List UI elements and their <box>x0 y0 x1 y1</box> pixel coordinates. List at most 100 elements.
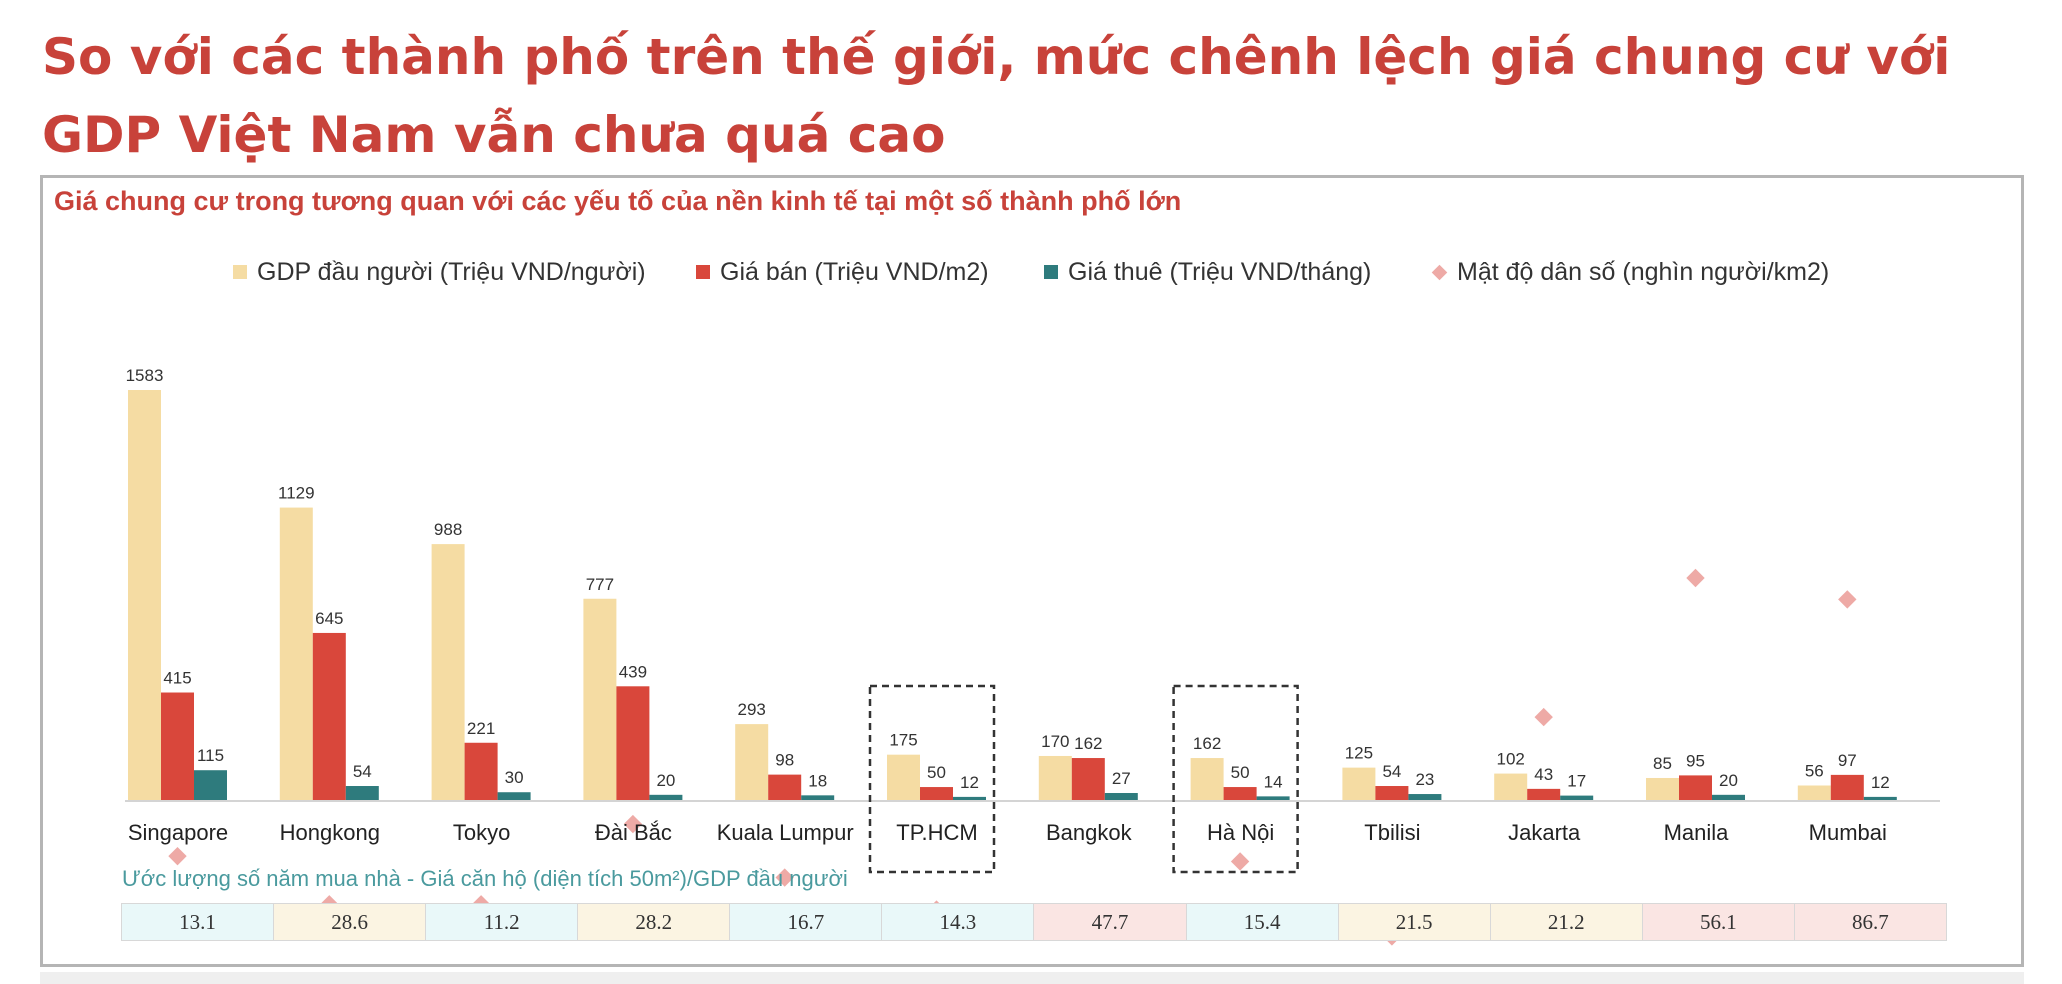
years-to-buy-table: 13.1 28.6 11.2 28.2 16.7 14.3 47.7 15.4 21.5 21.2… <box>121 903 1947 941</box>
data-label-gdp-jakarta: 102 <box>1497 750 1525 769</box>
bar-sale-price-tbilisi <box>1375 786 1409 800</box>
bar-rent-price-dai-bac <box>649 794 683 800</box>
highlight-box-tp-hcm <box>868 684 996 874</box>
x-tick-label-bangkok: Bangkok <box>1046 820 1133 845</box>
bar-gdp-kuala-lumpur <box>735 724 769 800</box>
data-label-rent-price-bangkok: 27 <box>1112 769 1131 788</box>
density-marker-dai-bac <box>623 814 643 834</box>
data-label-gdp-ha-noi: 162 <box>1193 734 1221 753</box>
bar-sale-price-tp-hcm <box>920 787 953 800</box>
x-tick-label-tbilisi: Tbilisi <box>1364 820 1420 845</box>
legend-item-sale-price: Giá bán (Triệu VND/m2) <box>696 255 989 289</box>
x-tick-label-dai-bac: Đài Bắc <box>595 820 672 845</box>
data-label-gdp-tp-hcm: 175 <box>889 731 917 750</box>
data-label-sale-price-jakarta: 43 <box>1534 765 1553 784</box>
data-label-sale-price-tp-hcm: 50 <box>927 763 946 782</box>
data-label-rent-price-hongkong: 54 <box>353 762 372 781</box>
chart-frame <box>40 175 2024 967</box>
bar-gdp-ha-noi <box>1190 758 1224 800</box>
bar-gdp-manila <box>1646 777 1679 800</box>
x-tick-label-ha-noi: Hà Nội <box>1207 820 1274 845</box>
bar-rent-price-tbilisi <box>1408 794 1442 800</box>
data-label-rent-price-tbilisi: 23 <box>1415 770 1434 789</box>
years-cell-mumbai: 86.7 <box>1794 904 1946 940</box>
density-marker-mumbai <box>1838 590 1857 609</box>
years-cell-tbilisi: 21.5 <box>1338 904 1491 940</box>
data-label-gdp-manila: 85 <box>1653 754 1672 773</box>
bottom-strip <box>40 972 2024 984</box>
years-cell-kuala-lumpur: 16.7 <box>730 904 883 940</box>
legend-item-density: Mật độ dân số (nghìn người/km2) <box>1431 255 1830 289</box>
bar-gdp-tbilisi <box>1342 767 1376 800</box>
chart-legend: GDP đầu người (Triệu VND/người) Giá bán … <box>0 255 2062 289</box>
data-label-gdp-dai-bac: 777 <box>586 575 614 594</box>
density-marker-ha-noi <box>1230 852 1250 871</box>
bar-sale-price-mumbai <box>1830 774 1864 800</box>
data-label-gdp-bangkok: 170 <box>1041 732 1069 751</box>
data-label-rent-price-kuala-lumpur: 18 <box>808 771 827 790</box>
bar-rent-price-singapore <box>194 770 227 800</box>
data-label-gdp-singapore: 1583 <box>126 366 164 385</box>
bar-gdp-bangkok <box>1038 755 1072 800</box>
x-tick-label-tokyo: Tokyo <box>453 820 510 845</box>
years-cell-jakarta: 21.2 <box>1490 904 1643 940</box>
data-label-gdp-tokyo: 988 <box>434 520 462 539</box>
data-label-gdp-hongkong: 1129 <box>278 484 315 503</box>
bar-gdp-singapore <box>128 390 161 800</box>
legend-item-gdp: GDP đầu người (Triệu VND/người) <box>233 255 646 289</box>
data-label-gdp-kuala-lumpur: 293 <box>738 700 766 719</box>
data-label-rent-price-dai-bac: 20 <box>656 771 675 790</box>
bar-sale-price-hongkong <box>312 632 346 800</box>
years-cell-tp-hcm: 14.3 <box>882 904 1035 940</box>
density-marker-singapore <box>168 846 187 866</box>
bar-rent-price-tokyo <box>497 792 531 800</box>
x-tick-label-jakarta: Jakarta <box>1508 820 1581 845</box>
data-label-sale-price-mumbai: 97 <box>1838 751 1857 770</box>
years-cell-dai-bac: 28.2 <box>578 904 731 940</box>
data-label-sale-price-tokyo: 221 <box>467 719 495 738</box>
data-label-rent-price-tp-hcm: 12 <box>960 773 979 792</box>
bar-sale-price-jakarta <box>1527 788 1561 800</box>
data-label-sale-price-tbilisi: 54 <box>1382 762 1401 781</box>
bar-sale-price-kuala-lumpur <box>768 774 802 800</box>
bar-rent-price-manila <box>1712 794 1745 800</box>
data-label-rent-price-jakarta: 17 <box>1567 772 1586 791</box>
years-cell-manila: 56.1 <box>1642 904 1795 940</box>
years-cell-singapore: 13.1 <box>122 904 275 940</box>
x-tick-label-manila: Manila <box>1664 820 1730 845</box>
bar-rent-price-bangkok <box>1104 793 1138 800</box>
data-label-sale-price-singapore: 415 <box>163 669 191 688</box>
legend-label-density: Mật độ dân số (nghìn người/km2) <box>1457 257 1830 286</box>
years-cell-tokyo: 11.2 <box>426 904 579 940</box>
bar-gdp-hongkong <box>279 507 313 800</box>
data-label-rent-price-tokyo: 30 <box>505 768 524 787</box>
chart-title: Giá chung cư trong tương quan với các yế… <box>54 186 1182 216</box>
x-tick-label-hongkong: Hongkong <box>280 820 380 845</box>
years-footnote: Ước lượng số năm mua nhà - Giá căn hộ (d… <box>122 866 848 891</box>
data-label-sale-price-kuala-lumpur: 98 <box>775 751 794 770</box>
bar-rent-price-jakarta <box>1560 795 1594 800</box>
highlight-box-ha-noi <box>1172 684 1299 874</box>
bar-rent-price-kuala-lumpur <box>801 795 835 800</box>
density-marker-manila <box>1686 568 1705 588</box>
bar-sale-price-dai-bac <box>616 686 650 800</box>
bar-rent-price-tp-hcm <box>953 796 986 800</box>
bar-gdp-mumbai <box>1797 785 1831 800</box>
legend-swatch-sale-price <box>696 265 710 279</box>
legend-swatch-gdp <box>233 265 247 279</box>
bar-sale-price-ha-noi <box>1223 787 1257 800</box>
bar-sale-price-tokyo <box>464 742 498 800</box>
legend-item-rent-price: Giá thuê (Triệu VND/tháng) <box>1044 255 1371 289</box>
data-label-sale-price-hongkong: 645 <box>315 609 343 628</box>
legend-label-gdp: GDP đầu người (Triệu VND/người) <box>257 257 646 286</box>
years-cell-ha-noi: 15.4 <box>1186 904 1339 940</box>
data-label-rent-price-mumbai: 12 <box>1871 773 1890 792</box>
page-title: So với các thành phố trên thế giới, mức … <box>42 28 1951 164</box>
data-label-rent-price-manila: 20 <box>1719 771 1738 790</box>
legend-swatch-rent-price <box>1044 265 1058 279</box>
bar-rent-price-ha-noi <box>1256 796 1290 800</box>
bar-sale-price-manila <box>1679 775 1712 800</box>
x-tick-label-singapore: Singapore <box>128 820 228 845</box>
x-tick-label-tp-hcm: TP.HCM <box>896 820 978 845</box>
